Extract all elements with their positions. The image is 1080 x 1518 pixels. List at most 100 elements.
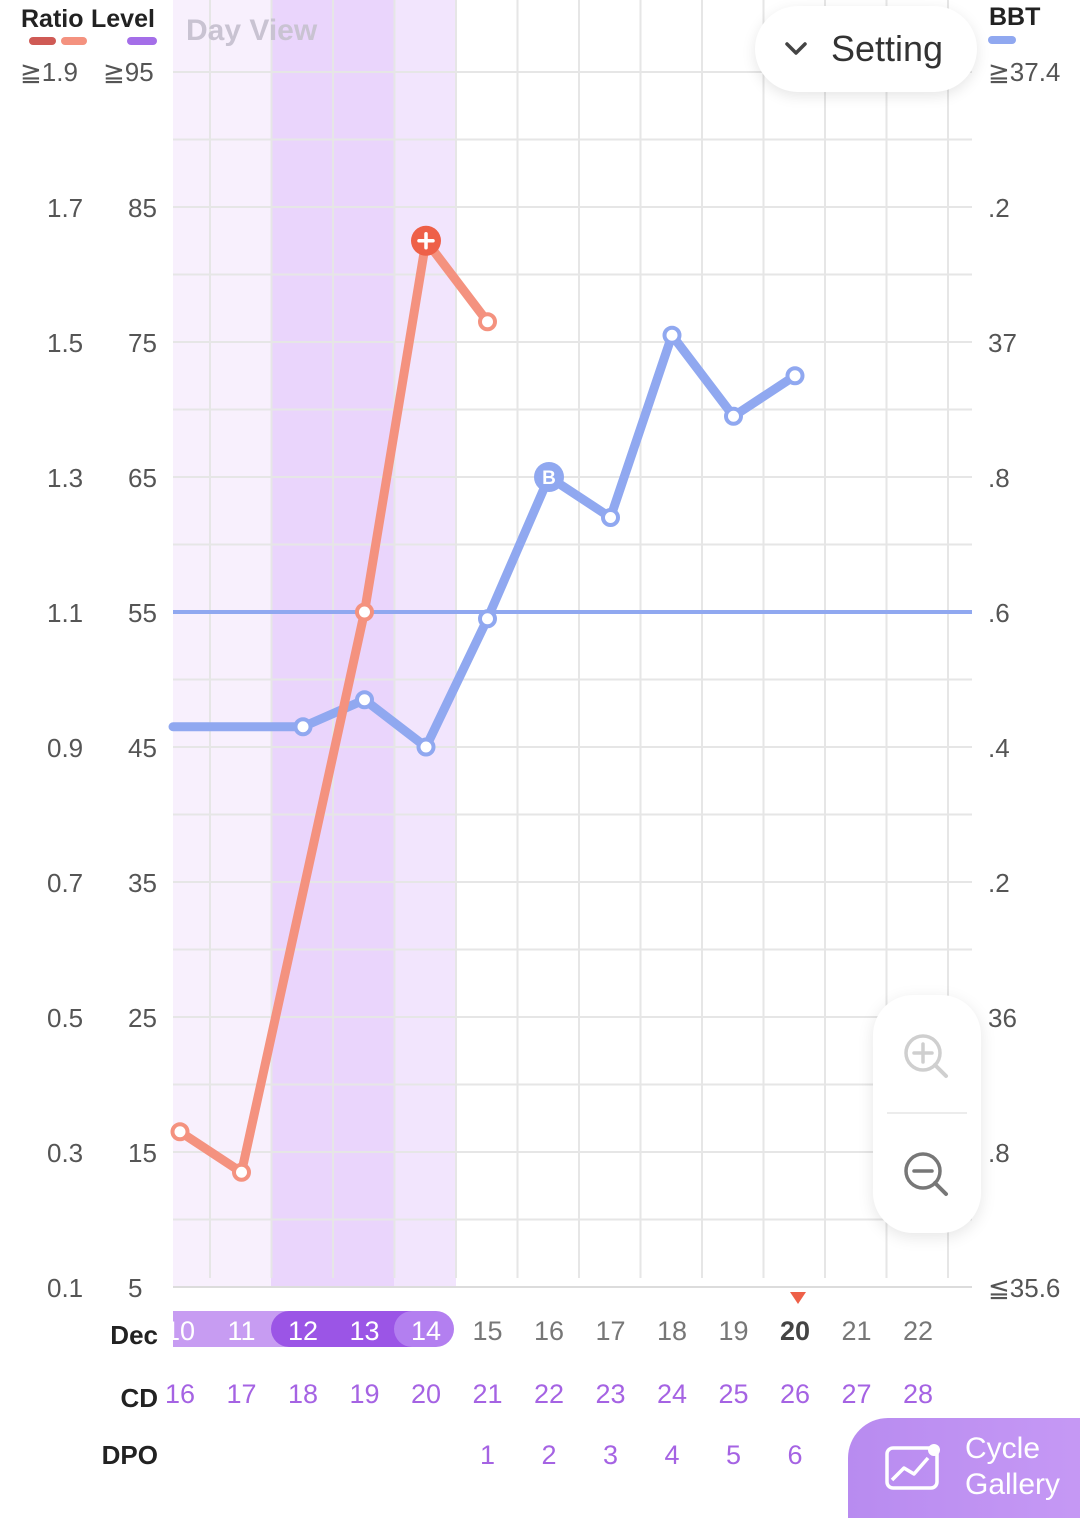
date-label: 11 xyxy=(227,1316,256,1346)
ratio-tick-label: 0.5 xyxy=(47,1003,84,1033)
bbt-point xyxy=(785,366,805,386)
level-tick-label: 65 xyxy=(128,463,157,493)
bbt-tick-label: .8 xyxy=(988,463,1010,493)
month-row-label: Dec xyxy=(110,1320,158,1350)
date-label: 15 xyxy=(472,1316,503,1346)
date-label: 16 xyxy=(533,1316,565,1346)
date-label: 14 xyxy=(410,1316,442,1346)
period-band-light xyxy=(173,0,271,1287)
bbt-tick-label: .2 xyxy=(988,868,1010,898)
ratio-swatch-dark xyxy=(29,37,56,45)
ratio-point xyxy=(478,312,497,332)
ratio-tick-label: 0.3 xyxy=(47,1138,84,1168)
date-label: 17 xyxy=(595,1316,626,1346)
cycle-day-label: 25 xyxy=(718,1379,749,1409)
level-tick-label: 45 xyxy=(128,733,157,763)
level-tick-label: 15 xyxy=(128,1138,157,1168)
zoom-out-icon[interactable] xyxy=(903,1151,951,1199)
bbt-series: B xyxy=(168,325,805,757)
ratio-tick-label: 1.7 xyxy=(47,193,84,223)
cycle-day-label: 21 xyxy=(472,1379,503,1409)
ratio-swatch xyxy=(61,37,87,45)
today-marker-icon xyxy=(790,1292,806,1304)
ratio-tick-label: 1.5 xyxy=(47,328,84,358)
cycle-gallery-line2: Gallery xyxy=(965,1468,1061,1501)
cycle-gallery-line1: Cycle xyxy=(965,1432,1041,1465)
cycle-gallery-button[interactable]: Cycle Gallery xyxy=(848,1418,1080,1518)
bbt-point xyxy=(293,717,313,737)
bbt-point xyxy=(662,325,682,345)
level-tick-label: 5 xyxy=(128,1273,143,1303)
phase-bands xyxy=(173,0,456,1287)
date-label: 19 xyxy=(718,1316,749,1346)
ratio-point xyxy=(355,602,374,622)
dpo-label: 3 xyxy=(602,1440,619,1470)
ratio-point xyxy=(170,1122,190,1142)
bbt-point xyxy=(724,406,743,426)
level-header: Level xyxy=(91,5,155,33)
dpo-label: 6 xyxy=(787,1440,803,1470)
ratio-max-label: ≧1.9 xyxy=(20,57,78,87)
period-pill-dark xyxy=(271,1311,431,1347)
level-tick-label: 55 xyxy=(128,598,157,628)
level-max-label: ≧95 xyxy=(103,57,154,87)
date-label: 13 xyxy=(349,1316,380,1346)
date-label: 18 xyxy=(656,1316,688,1346)
cycle-day-label: 27 xyxy=(841,1379,872,1409)
date-label: 21 xyxy=(841,1316,872,1346)
date-label: 20 xyxy=(779,1316,811,1346)
ratio-tick-label: 0.9 xyxy=(47,733,84,763)
date-label: 12 xyxy=(287,1316,319,1346)
cycle-day-label: 19 xyxy=(349,1379,380,1409)
dpo-row-label: DPO xyxy=(101,1440,158,1470)
level-tick-label: 25 xyxy=(128,1003,157,1033)
bbt-point xyxy=(601,508,620,527)
bbt-swatch xyxy=(988,36,1016,44)
ratio-tick-label: 0.1 xyxy=(47,1273,84,1303)
cycle-day-label: 24 xyxy=(656,1379,688,1409)
cycle-day-label: 28 xyxy=(902,1379,934,1409)
chart-gallery-icon xyxy=(885,1444,940,1490)
ratio-series xyxy=(170,225,497,1182)
setting-button[interactable]: Setting xyxy=(755,6,977,92)
ratio-point xyxy=(232,1162,251,1182)
cycle-day-label: 23 xyxy=(595,1379,626,1409)
zoom-divider xyxy=(887,1112,967,1114)
bbt-tick-label: .8 xyxy=(988,1138,1010,1168)
bbt-point xyxy=(416,737,436,757)
level-tick-label: 35 xyxy=(128,868,157,898)
bbt-point xyxy=(478,609,497,629)
bbt-tick-label: 36 xyxy=(988,1003,1017,1033)
bbt-point-marker xyxy=(534,462,564,492)
date-label: 22 xyxy=(902,1316,934,1346)
bbt-tick-label: .6 xyxy=(988,598,1010,628)
bbt-tick-label: .4 xyxy=(988,733,1010,763)
fertile-band-end xyxy=(394,0,456,1287)
period-pill-end xyxy=(394,1311,454,1347)
cycle-day-label: 16 xyxy=(164,1379,196,1409)
dpo-label: 5 xyxy=(725,1440,742,1470)
cycle-day-label: 26 xyxy=(779,1379,811,1409)
level-tick-label: 75 xyxy=(128,328,157,358)
ratio-tick-label: 1.1 xyxy=(47,598,84,628)
bbt-max-label: ≧37.4 xyxy=(988,57,1061,87)
zoom-in-icon[interactable] xyxy=(903,1033,951,1081)
bbt-tick-label: 37 xyxy=(988,328,1017,358)
cycle-day-label: 18 xyxy=(287,1379,319,1409)
bbt-marker-letter: B xyxy=(542,468,556,489)
zoom-controls xyxy=(873,995,981,1233)
bbt-tick-label: .2 xyxy=(988,193,1010,223)
ratio-header: Ratio xyxy=(21,5,84,33)
day-view-label[interactable]: Day View xyxy=(186,14,318,47)
cycle-day-label: 22 xyxy=(533,1379,565,1409)
ratio-tick-label: 1.3 xyxy=(47,463,84,493)
bbt-point xyxy=(355,690,374,710)
dpo-label: 2 xyxy=(541,1440,557,1470)
level-tick-label: 85 xyxy=(128,193,157,223)
ratio-tick-label: 0.7 xyxy=(47,868,84,898)
cd-row-label: CD xyxy=(120,1383,158,1413)
date-label: 10 xyxy=(164,1316,196,1346)
cycle-day-label: 20 xyxy=(410,1379,442,1409)
cycle-day-label: 17 xyxy=(226,1379,257,1409)
